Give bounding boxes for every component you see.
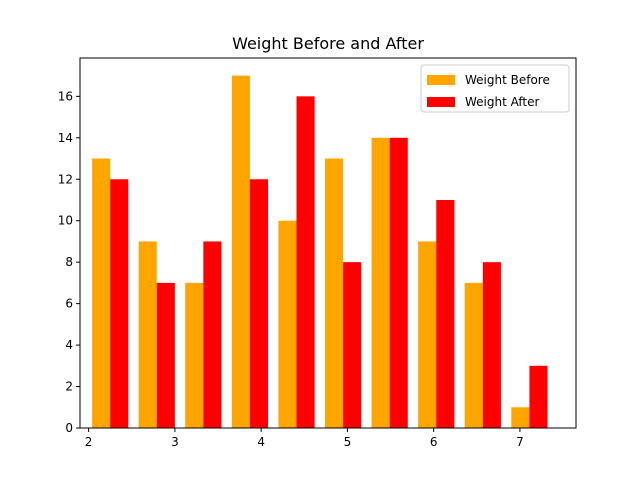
bars-layer <box>92 75 548 429</box>
y-tick-label-8: 16 <box>58 89 73 103</box>
bar-before-9 <box>511 407 530 428</box>
plot-frame <box>79 57 577 429</box>
legend: Weight Before Weight After <box>420 64 570 113</box>
bar-after-8 <box>482 262 501 428</box>
bar-after-6 <box>389 137 408 429</box>
legend-swatch-1 <box>427 97 455 107</box>
legend-swatch-0 <box>427 75 455 85</box>
legend-box <box>420 64 570 113</box>
bar-after-7 <box>436 199 455 428</box>
bar-before-0 <box>92 158 111 428</box>
bar-before-3 <box>231 75 250 429</box>
x-tick-label-0: 2 <box>85 435 93 449</box>
bar-before-2 <box>185 282 204 428</box>
bar-before-8 <box>464 282 483 428</box>
legend-label-0: Weight Before <box>465 73 550 87</box>
bar-after-2 <box>203 241 222 428</box>
bar-before-4 <box>278 220 297 428</box>
bar-after-3 <box>249 179 269 428</box>
y-tick-label-5: 10 <box>58 214 73 228</box>
x-tick-label-5: 7 <box>516 435 524 449</box>
y-tick-label-7: 14 <box>58 131 73 145</box>
bar-before-7 <box>418 241 437 428</box>
y-tick-label-1: 2 <box>65 380 73 394</box>
x-tick-label-1: 3 <box>171 435 179 449</box>
bar-before-1 <box>138 241 157 428</box>
bar-after-9 <box>529 365 548 428</box>
y-tick-label-2: 4 <box>65 338 73 352</box>
y-tick-label-6: 12 <box>58 172 73 186</box>
bar-before-6 <box>371 137 390 429</box>
bar-after-1 <box>156 282 175 428</box>
y-tick-label-3: 6 <box>65 297 73 311</box>
x-tick-label-4: 6 <box>430 435 438 449</box>
legend-label-1: Weight After <box>465 95 540 109</box>
y-tick-label-0: 0 <box>65 421 73 435</box>
bar-after-0 <box>110 179 129 428</box>
x-tick-label-2: 4 <box>257 435 265 449</box>
chart-title: Weight Before and After <box>232 34 424 53</box>
y-tick-label-4: 8 <box>65 255 73 269</box>
bar-after-5 <box>343 262 362 428</box>
bar-after-4 <box>296 96 315 428</box>
bar-before-5 <box>324 158 344 428</box>
x-tick-label-3: 5 <box>344 435 352 449</box>
